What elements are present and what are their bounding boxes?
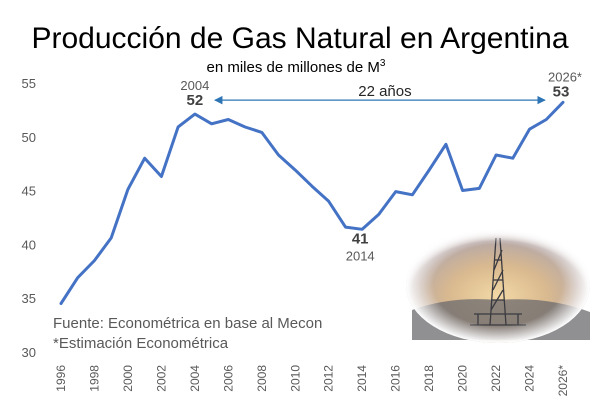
x-tick-label: 1998 <box>87 365 101 392</box>
x-tick-label: 1996 <box>54 365 68 392</box>
last-value-label: 53 <box>553 83 570 100</box>
y-tick-label: 40 <box>22 237 36 252</box>
x-tick-label: 2010 <box>288 365 302 392</box>
span-label: 22 años <box>358 83 411 100</box>
chart-subtitle: en miles de millones de M3 <box>207 58 386 76</box>
x-tick-label: 2018 <box>422 365 436 392</box>
chart-title: Producción de Gas Natural en Argentina <box>32 22 569 55</box>
max-year-label: 2004 <box>180 78 209 93</box>
x-tick-label: 2006 <box>221 365 235 392</box>
y-tick-label: 30 <box>22 345 36 360</box>
y-tick-label: 55 <box>22 76 36 91</box>
y-axis: 30 35 40 45 50 55 <box>22 76 36 360</box>
oil-rig-photo <box>406 227 590 343</box>
footnote-source: Fuente: Econométrica en base al Mecon <box>53 315 322 332</box>
series-production <box>59 100 565 305</box>
x-tick-label: 2004 <box>188 365 202 392</box>
chart-subtitle-superscript: 3 <box>380 58 386 69</box>
x-axis: 1996 1998 2000 2002 2004 2006 2008 2010 2012 2014… <box>54 365 570 397</box>
last-year-label: 2026* <box>548 69 582 84</box>
y-tick-label: 50 <box>22 130 36 145</box>
x-tick-label: 2008 <box>255 365 269 392</box>
x-tick-label: 2022 <box>489 365 503 392</box>
x-tick-label: 2014 <box>355 365 369 392</box>
y-tick-label: 35 <box>22 291 36 306</box>
x-tick-label: 2002 <box>154 365 168 392</box>
x-tick-label: 2024 <box>523 365 537 392</box>
chart-subtitle-text: en miles de millones de M <box>207 59 380 76</box>
y-tick-label: 45 <box>22 184 36 199</box>
x-tick-label: 2026* <box>556 365 570 397</box>
series-line <box>59 100 565 305</box>
x-tick-label: 2016 <box>389 365 403 392</box>
x-tick-label: 2000 <box>121 365 135 392</box>
x-tick-label: 2012 <box>322 365 336 392</box>
min-value-label: 41 <box>352 230 369 247</box>
min-year-label: 2014 <box>346 248 375 263</box>
max-value-label: 52 <box>187 92 204 109</box>
footnote-estimate: *Estimación Econométrica <box>53 335 229 352</box>
x-tick-label: 2020 <box>456 365 470 392</box>
